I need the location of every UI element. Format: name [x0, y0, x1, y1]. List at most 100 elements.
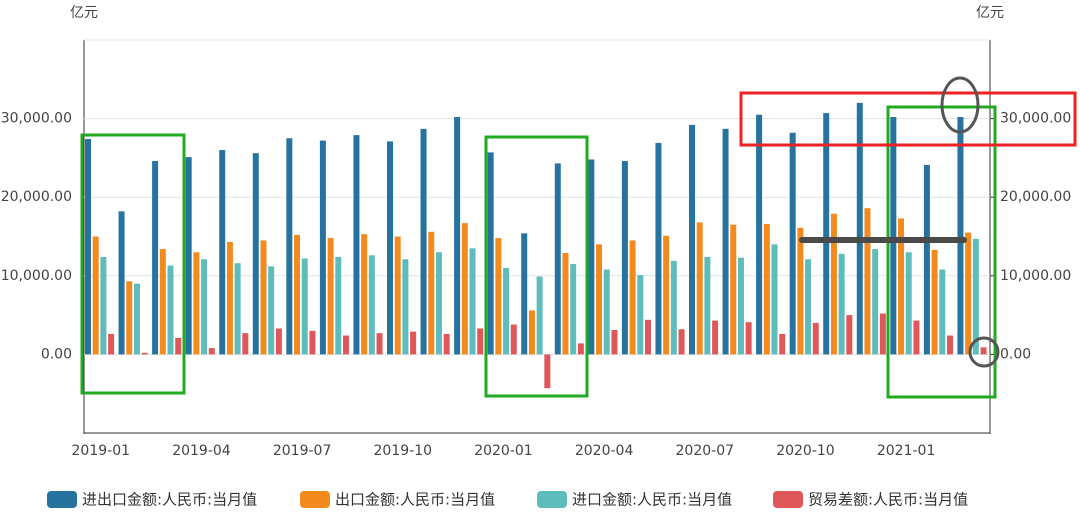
y-tick-label: 10,000.00 — [1, 268, 72, 284]
bar — [309, 330, 316, 355]
legend-swatch — [300, 491, 330, 508]
bar — [528, 310, 535, 355]
bar — [763, 223, 770, 355]
bar — [410, 331, 417, 355]
bar — [301, 258, 308, 355]
bar — [946, 335, 953, 355]
bar — [461, 223, 468, 355]
bar — [931, 249, 938, 355]
bar — [696, 222, 703, 355]
legend-label: 进出口金额:人民币:当月值 — [82, 491, 257, 509]
x-tick-label: 2019-04 — [172, 443, 231, 459]
bar — [678, 329, 685, 355]
highlight-box — [484, 135, 589, 398]
bar — [588, 159, 595, 355]
bar — [670, 260, 677, 355]
bar — [562, 253, 569, 355]
bar — [92, 236, 99, 355]
bar — [503, 267, 510, 355]
bar — [856, 102, 863, 355]
bar — [477, 328, 484, 355]
bar — [689, 124, 695, 355]
bar — [387, 141, 393, 355]
bar — [797, 227, 804, 355]
bar — [972, 238, 979, 355]
bar — [443, 333, 450, 355]
bar — [510, 324, 517, 355]
bar — [208, 348, 215, 355]
legend: 进出口金额:人民币:当月值 出口金额:人民币:当月值 进口金额:人民币:当月值 贸易差… — [47, 491, 968, 509]
bar — [879, 313, 886, 355]
bar — [368, 255, 375, 355]
circle-mark — [940, 76, 980, 134]
plot: 0.00 10,000.00 20,000.00 30,000.00 0.00 10,00… — [1, 39, 1071, 459]
bar — [260, 240, 267, 355]
bar — [133, 283, 140, 355]
bar — [100, 256, 107, 355]
x-tick-label: 2021-01 — [877, 443, 936, 459]
y2-tick-label: 0.00 — [1000, 346, 1031, 362]
bar — [420, 128, 427, 355]
bar — [913, 320, 920, 355]
bar — [771, 244, 778, 355]
bar — [327, 238, 334, 355]
bar — [712, 320, 719, 355]
highlight-box — [739, 91, 1077, 147]
bar — [872, 249, 879, 355]
bar — [722, 128, 729, 355]
bar — [621, 161, 628, 355]
bar — [577, 343, 584, 355]
bar — [428, 231, 435, 355]
bar — [376, 333, 383, 355]
bar — [394, 236, 401, 355]
bar — [252, 153, 259, 355]
bar — [812, 322, 819, 355]
bar — [118, 211, 125, 355]
bar — [521, 233, 528, 355]
bar — [789, 132, 796, 355]
bar — [823, 113, 830, 355]
bar — [294, 234, 301, 355]
bar — [554, 163, 561, 355]
circle-mark — [968, 336, 1000, 368]
bar — [487, 152, 494, 355]
bar — [544, 354, 551, 389]
legend-label: 进口金额:人民币:当月值 — [572, 491, 732, 509]
bar — [704, 256, 711, 355]
legend-swatch — [537, 491, 567, 508]
bar — [159, 249, 166, 355]
bar — [898, 218, 905, 355]
y2-tick-label: 10,000.00 — [1000, 268, 1071, 284]
bar — [108, 333, 115, 355]
bar — [570, 264, 577, 355]
bar — [737, 257, 744, 355]
bar — [611, 330, 618, 355]
bar — [980, 347, 987, 355]
y2-tick-label: 20,000.00 — [1000, 189, 1071, 205]
y2-tick-label: 30,000.00 — [1000, 111, 1071, 127]
bar — [268, 266, 275, 355]
bar — [126, 281, 133, 355]
bar — [141, 352, 148, 355]
bar — [495, 238, 502, 355]
bar — [603, 269, 610, 355]
bar — [965, 232, 972, 355]
bar — [353, 135, 360, 355]
bar — [335, 256, 342, 355]
bar — [435, 252, 442, 355]
x-tick-label: 2020-10 — [776, 443, 835, 459]
bar — [193, 252, 200, 355]
bar — [85, 139, 91, 355]
bar — [756, 114, 763, 355]
x-tick-label: 2019-07 — [273, 443, 332, 459]
bar — [637, 275, 644, 355]
legend-swatch — [47, 491, 77, 508]
bar — [167, 265, 174, 355]
bar — [745, 322, 752, 355]
bar — [939, 269, 946, 355]
y-tick-label: 30,000.00 — [1, 111, 72, 127]
highlight-box — [80, 133, 186, 395]
bar — [730, 224, 737, 355]
legend-label: 出口金额:人民币:当月值 — [335, 491, 495, 509]
